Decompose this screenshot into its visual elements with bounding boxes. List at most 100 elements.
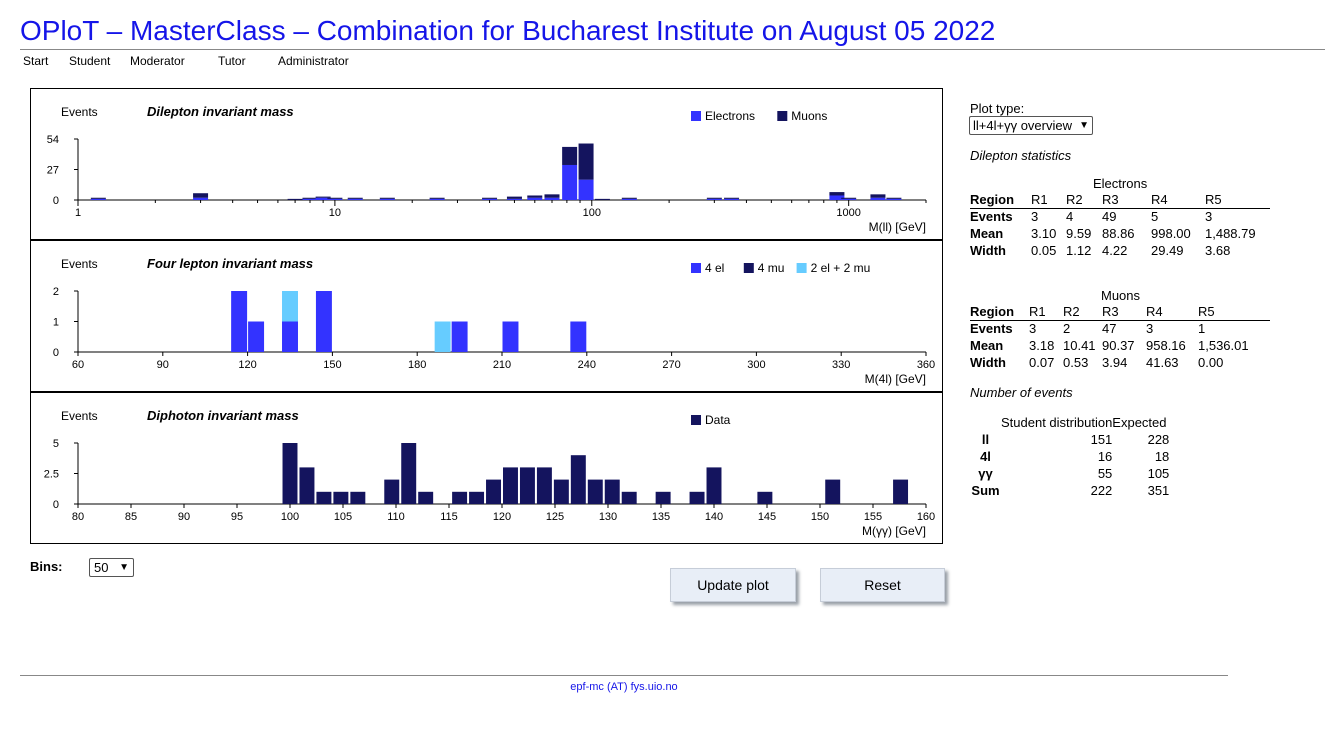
header-cell: R4 — [1146, 303, 1198, 321]
bar-muons — [562, 146, 578, 165]
legend-swatch — [691, 263, 701, 273]
bar-data — [350, 491, 366, 504]
table-cell: 1,488.79 — [1205, 226, 1256, 241]
table-cell: 0.05 — [1031, 243, 1057, 258]
x-tick-label: 95 — [231, 511, 243, 523]
legend-label: Data — [705, 413, 731, 427]
table-cell: 4 — [1066, 209, 1074, 225]
update-plot-button[interactable]: Update plot — [670, 568, 796, 602]
x-tick-label: 145 — [758, 511, 776, 523]
bar-2el2mu — [282, 291, 298, 322]
row-header: Width — [970, 243, 1006, 258]
bar-muons — [544, 194, 560, 198]
bar-muons — [578, 143, 594, 180]
table-cell: 5 — [1151, 209, 1159, 225]
bar-electrons — [724, 198, 740, 200]
legend-swatch — [691, 415, 701, 425]
bar-data — [587, 479, 603, 504]
y-tick-label: 2 — [53, 286, 59, 298]
bar-muons — [870, 194, 886, 198]
table-cell: 351 — [1147, 483, 1170, 498]
row-header: Mean — [970, 338, 1004, 353]
x-tick-label: 360 — [917, 359, 935, 371]
legend-swatch — [743, 263, 754, 273]
table-row: Width 0.05 1.12 4.22 29.49 3.68 — [970, 242, 1270, 259]
table-cell: 3 — [1029, 321, 1037, 337]
header-cell: R1 — [1029, 303, 1063, 321]
table-cell: 88.86 — [1102, 226, 1135, 241]
header-cell: R5 — [1198, 303, 1270, 321]
x-axis-label: M(γγ) [GeV] — [862, 524, 926, 538]
bins-value: 50 — [94, 560, 109, 575]
table-cell: 10.41 — [1063, 338, 1096, 353]
bar-electrons — [527, 197, 543, 200]
table-cell: 3.94 — [1102, 355, 1128, 370]
table-row: γγ 55 105 — [970, 465, 1169, 482]
table-cell: 3 — [1031, 209, 1039, 225]
muons-stats-table: Region R1 R2 R3 R4 R5 Events 3 2 47 3 1 … — [970, 303, 1270, 371]
bar-muons — [482, 197, 498, 199]
footer-contact: epf-mc (AT) fys.uio.no — [570, 681, 678, 693]
bar-4el — [231, 291, 248, 352]
table-cell: 222 — [1090, 483, 1113, 498]
table-cell: 90.37 — [1102, 338, 1135, 353]
bar-data — [299, 467, 315, 504]
table-cell: 0.53 — [1063, 355, 1089, 370]
y-axis-label: Events — [61, 409, 98, 423]
legend-swatch — [777, 111, 788, 121]
table-row: Events 3 4 49 5 3 — [970, 208, 1270, 225]
x-tick-label: 210 — [493, 359, 511, 371]
bar-electrons — [870, 197, 886, 200]
bar-electrons — [706, 198, 722, 200]
bar-data — [604, 479, 620, 504]
x-tick-label: 300 — [747, 359, 765, 371]
title-divider — [20, 49, 1325, 50]
row-header: Width — [970, 355, 1006, 370]
table-cell: 3.10 — [1031, 226, 1057, 241]
bar-muons — [287, 198, 303, 200]
nav-student[interactable]: Student — [69, 54, 111, 68]
plot-type-select[interactable]: ll+4l+γγ overview ▼ — [969, 116, 1093, 135]
reset-button[interactable]: Reset — [820, 568, 945, 602]
plot-area: Events Dilepton invariant mass 54 27 0 1 10 100… — [30, 88, 943, 544]
table-cell: 29.49 — [1151, 243, 1184, 258]
muons-caption: Muons — [1101, 288, 1141, 303]
bar-data — [621, 491, 637, 504]
x-tick-label: 135 — [652, 511, 670, 523]
bar-2el2mu — [434, 321, 451, 352]
row-header: γγ — [978, 466, 993, 481]
x-tick-label: 1000 — [836, 207, 860, 219]
chart-title: Dilepton invariant mass — [147, 104, 294, 119]
electrons-caption: Electrons — [1093, 176, 1148, 191]
plot-type-label: Plot type: — [970, 101, 1025, 116]
nav-moderator[interactable]: Moderator — [130, 54, 185, 68]
nav-administrator[interactable]: Administrator — [278, 54, 349, 68]
bar-muons — [193, 193, 209, 198]
bar-data — [503, 467, 518, 504]
table-cell: 0.00 — [1198, 355, 1224, 370]
bar-4el — [570, 321, 587, 352]
bar-electrons — [544, 197, 560, 200]
header-cell: R2 — [1066, 191, 1102, 209]
bar-muons — [302, 197, 318, 199]
bar-electrons — [482, 198, 498, 200]
bins-select[interactable]: 50 ▼ — [89, 558, 134, 577]
x-axis-label: M(ll) [GeV] — [869, 220, 926, 234]
bar-electrons — [193, 197, 209, 200]
x-tick-label: 155 — [864, 511, 882, 523]
table-cell: 998.00 — [1151, 226, 1191, 241]
nav-start[interactable]: Start — [23, 54, 49, 68]
bar-electrons — [429, 198, 445, 200]
nav-tutor[interactable]: Tutor — [218, 54, 246, 68]
row-header: 4l — [980, 449, 991, 464]
x-tick-label: 150 — [323, 359, 341, 371]
bar-electrons — [829, 195, 845, 200]
table-row: Width 0.07 0.53 3.94 41.63 0.00 — [970, 354, 1270, 371]
table-cell: 3.18 — [1029, 338, 1055, 353]
table-cell: 41.63 — [1146, 355, 1179, 370]
table-cell: 9.59 — [1066, 226, 1092, 241]
header-cell: Student distribution — [1001, 415, 1113, 430]
bar-data — [655, 491, 671, 504]
table-row: Mean 3.10 9.59 88.86 998.00 1,488.79 — [970, 225, 1270, 242]
x-tick-label: 100 — [281, 511, 299, 523]
